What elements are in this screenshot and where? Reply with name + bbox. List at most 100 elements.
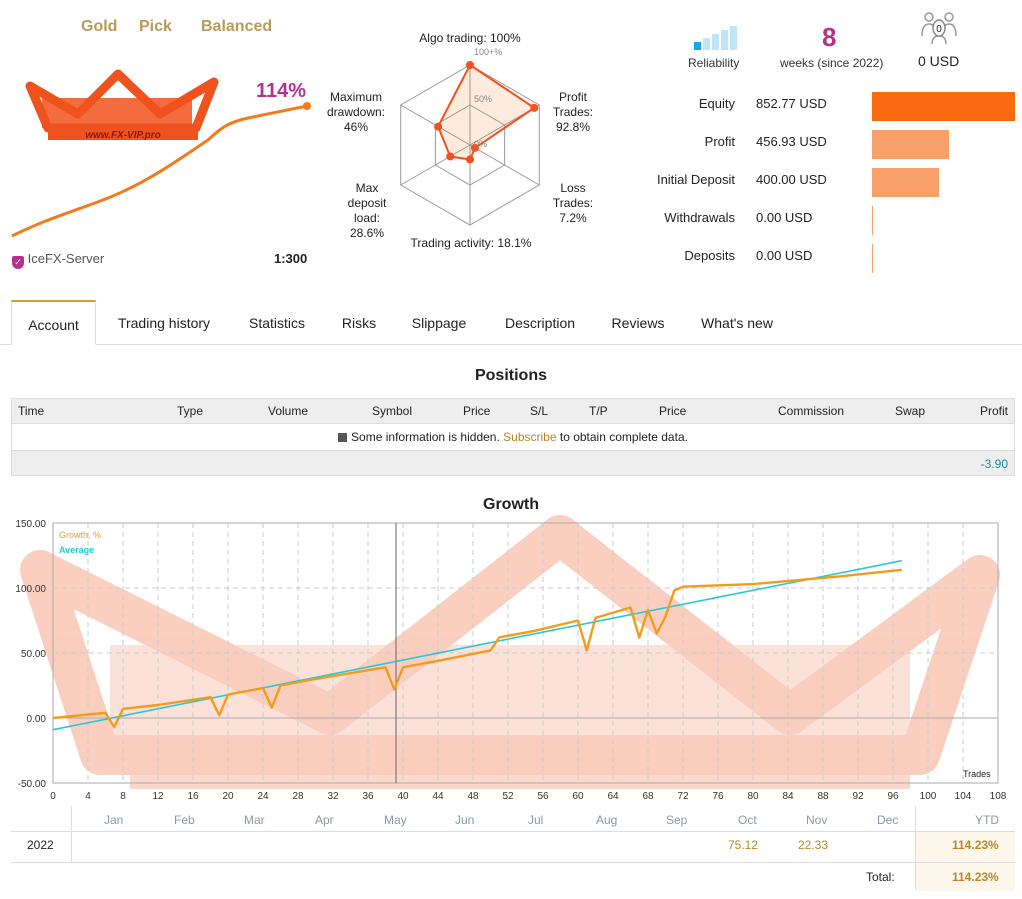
server-badge[interactable]: ✓ IceFX-Server: [12, 251, 104, 269]
radar-point: [470, 143, 479, 152]
growth-percent: 114%: [256, 80, 307, 102]
tab-bar: Account Trading history Statistics Risks…: [0, 300, 1022, 345]
col-profit: Profit: [979, 404, 1008, 418]
balance-value: 400.00 USD: [756, 172, 827, 187]
month-dec: Dec: [877, 813, 899, 827]
month-oct: Oct: [738, 813, 757, 827]
radar-label-loss: Loss Trades: 7.2%: [552, 181, 594, 225]
col-price-2: Price: [659, 404, 687, 418]
col-type: Type: [177, 404, 204, 418]
radar-label-activity: Trading activity: 18.1%: [410, 236, 532, 250]
col-commission: Commission: [778, 404, 845, 418]
x-tick-label: 20: [222, 791, 234, 802]
leverage: 1:300: [274, 251, 308, 266]
positions-header: Time Type Volume Symbol Price S/L T/P Pr…: [11, 398, 1015, 424]
tab-description[interactable]: Description: [504, 315, 576, 331]
tag-gold[interactable]: Gold: [81, 18, 118, 35]
x-tick-label: 48: [467, 791, 479, 802]
col-symbol: Symbol: [372, 404, 413, 418]
fx-vip-logo: www.FX-VIP.pro: [25, 69, 219, 141]
x-tick-label: 108: [990, 791, 1007, 802]
info-icon: [338, 433, 348, 442]
radar-spoke: [469, 144, 540, 186]
month-nov: Nov: [806, 813, 828, 827]
balance-label: Initial Deposit: [656, 172, 735, 187]
tab-reviews[interactable]: Reviews: [611, 315, 665, 331]
radar-chart: 100+% 50% 0%: [400, 47, 540, 226]
radar-spoke: [400, 144, 471, 186]
balance-bar: [872, 130, 949, 159]
month-apr: Apr: [315, 813, 334, 827]
x-tick-label: 28: [292, 791, 304, 802]
balance-value: 0.00 USD: [756, 210, 813, 225]
radar-point: [466, 61, 474, 69]
col-volume: Volume: [268, 404, 309, 418]
radar-point: [446, 152, 455, 161]
col-tp: T/P: [589, 404, 608, 418]
balance-label: Withdrawals: [664, 210, 735, 225]
average-series-line: [52, 559, 902, 731]
x-tick-label: 104: [955, 791, 972, 802]
tab-trading-history[interactable]: Trading history: [117, 315, 211, 331]
monthly-table: [11, 806, 1015, 896]
shield-icon: ✓: [12, 256, 24, 269]
x-tick-label: 16: [187, 791, 199, 802]
growth-series-line: [52, 568, 902, 729]
tab-risks[interactable]: Risks: [341, 315, 377, 331]
subscribers-icon: 0: [921, 12, 957, 45]
svg-text:0%: 0%: [474, 139, 487, 149]
x-tick-label: 80: [747, 791, 759, 802]
x-tick-label: 60: [572, 791, 584, 802]
x-tick-label: 4: [85, 791, 91, 802]
tab-statistics[interactable]: Statistics: [248, 315, 305, 331]
tag-balanced[interactable]: Balanced: [201, 18, 273, 35]
x-axis-label: Trades: [963, 769, 991, 779]
x-tick-label: 36: [362, 791, 374, 802]
balance-bar: [872, 168, 939, 197]
month-jul: Jul: [528, 813, 544, 827]
y-tick-label: 100.00: [15, 584, 46, 595]
tab-slippage[interactable]: Slippage: [411, 315, 467, 331]
balance-value: 0.00 USD: [756, 248, 813, 263]
x-tick-label: 40: [397, 791, 409, 802]
balance-bar: [872, 206, 873, 235]
month-jan: Jan: [104, 813, 124, 827]
x-tick-label: 44: [432, 791, 444, 802]
weeks-label: weeks (since 2022): [780, 56, 884, 70]
total-value: 114.23%: [952, 870, 999, 884]
x-tick-label: 8: [120, 791, 126, 802]
svg-text:www.FX-VIP.pro: www.FX-VIP.pro: [85, 130, 161, 141]
ytd-value: 114.23%: [952, 838, 999, 852]
x-tick-label: 32: [327, 791, 339, 802]
subscribe-link[interactable]: Subscribe: [503, 430, 557, 444]
balance-bar: [872, 244, 873, 273]
positions-table: Time Type Volume Symbol Price S/L T/P Pr…: [11, 398, 1015, 476]
x-tick-label: 52: [502, 791, 514, 802]
radar-label-load: Max deposit load: 28.6%: [347, 181, 387, 240]
radar-label-profit: Profit Trades: 92.8%: [552, 90, 594, 134]
y-tick-label: 150.00: [15, 519, 46, 530]
hidden-info-row: Some information is hidden. Subscribe to…: [11, 424, 1015, 450]
x-tick-label: 24: [257, 791, 269, 802]
total-label: Total:: [866, 870, 895, 884]
x-tick-label: 56: [537, 791, 549, 802]
total-profit: -3.90: [980, 457, 1008, 471]
x-tick-label: 12: [152, 791, 164, 802]
weeks-count: 8: [822, 22, 837, 52]
tab-account[interactable]: Account: [11, 300, 96, 345]
tag-pick[interactable]: Pick: [139, 18, 172, 35]
tab-whats-new[interactable]: What's new: [701, 315, 773, 331]
y-tick-label: 50.00: [21, 649, 46, 660]
reliability-label: Reliability: [688, 56, 740, 70]
reliability-bars-icon: [694, 26, 737, 50]
balance-label: Deposits: [684, 248, 735, 263]
ytd-header: YTD: [975, 813, 999, 827]
info-text: Some information is hidden.: [351, 430, 500, 444]
x-tick-label: 100: [920, 791, 937, 802]
svg-text:50%: 50%: [474, 94, 492, 104]
radar-point: [434, 122, 443, 131]
x-tick-label: 64: [607, 791, 619, 802]
month-aug: Aug: [596, 813, 618, 827]
legend-average: Average: [59, 545, 94, 555]
